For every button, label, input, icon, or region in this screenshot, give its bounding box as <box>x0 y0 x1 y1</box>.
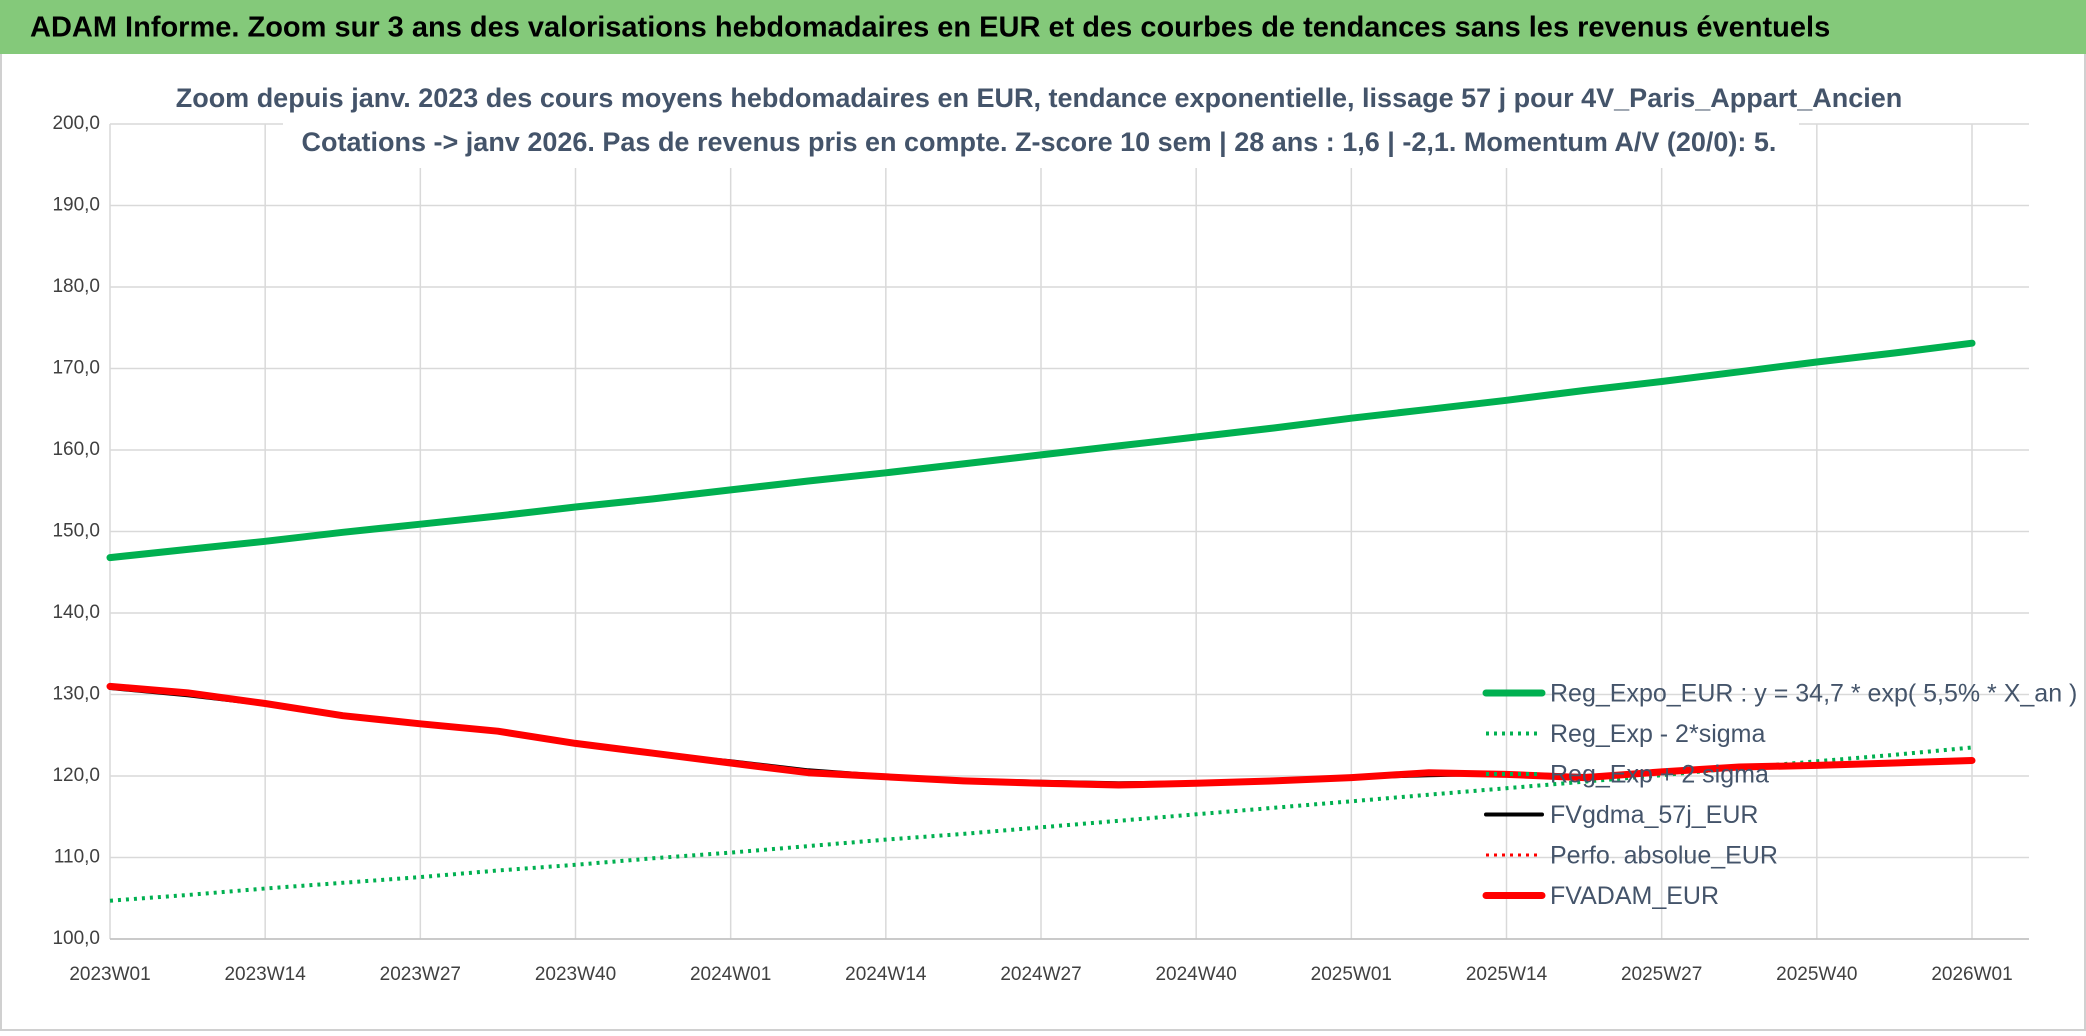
y-tick-label: 170,0 <box>52 358 100 379</box>
y-tick-label: 150,0 <box>52 521 100 542</box>
series-line <box>106 339 1976 562</box>
legend-label: FVADAM_EUR <box>1550 882 1719 910</box>
chart-title: Zoom depuis janv. 2023 des cours moyens … <box>176 83 1903 113</box>
grid: 100,0 110,0 120,0 130,0 140,0 150,0 160,0 170,0… <box>52 113 2029 985</box>
x-tick-label: 2025W40 <box>1776 964 1857 985</box>
y-tick-label: 110,0 <box>54 847 100 868</box>
y-tick-label: 190,0 <box>52 195 100 216</box>
x-tick-label: 2025W01 <box>1311 964 1392 985</box>
legend-label: FVgdma_57j_EUR <box>1550 801 1758 829</box>
page-title: ADAM Informe. Zoom sur 3 ans des valoris… <box>30 12 1830 44</box>
x-tick-label: 2025W27 <box>1621 964 1702 985</box>
plot <box>106 339 1976 903</box>
chart-subtitle: Cotations -> janv 2026. Pas de revenus p… <box>302 127 1777 157</box>
x-tick-label: 2024W27 <box>1000 964 1081 985</box>
y-tick-label: 100,0 <box>52 928 100 949</box>
x-tick-label: 2024W01 <box>690 964 771 985</box>
x-tick-label: 2023W14 <box>224 964 306 985</box>
series-line <box>106 682 1976 789</box>
y-tick-label: 120,0 <box>52 765 100 786</box>
y-tick-label: 180,0 <box>52 276 100 297</box>
x-tick-label: 2023W40 <box>535 964 616 985</box>
x-tick-label: 2023W01 <box>69 964 150 985</box>
subtitle-box <box>283 76 1799 168</box>
legend: Reg_Expo_EUR : y = 34,7 * exp( 5,5% * X_… <box>1482 680 2077 910</box>
title-bar <box>0 0 2086 54</box>
x-tick-label: 2023W27 <box>380 964 461 985</box>
legend-label: Reg_Expo_EUR : y = 34,7 * exp( 5,5% * X_… <box>1550 680 2077 708</box>
legend-label: Reg_Exp - 2*sigma <box>1550 720 1765 748</box>
x-tick-label: 2026W01 <box>1931 964 2012 985</box>
legend-label: Reg_Exp + 2 sigma <box>1550 761 1769 789</box>
y-tick-label: 160,0 <box>52 439 100 460</box>
y-tick-label: 140,0 <box>52 602 100 623</box>
x-tick-label: 2024W14 <box>845 964 927 985</box>
x-tick-label: 2024W40 <box>1155 964 1236 985</box>
legend-label: Perfo. absolue_EUR <box>1550 842 1778 870</box>
y-tick-label: 200,0 <box>52 113 100 134</box>
x-tick-label: 2025W14 <box>1466 964 1548 985</box>
y-tick-label: 130,0 <box>52 684 100 705</box>
